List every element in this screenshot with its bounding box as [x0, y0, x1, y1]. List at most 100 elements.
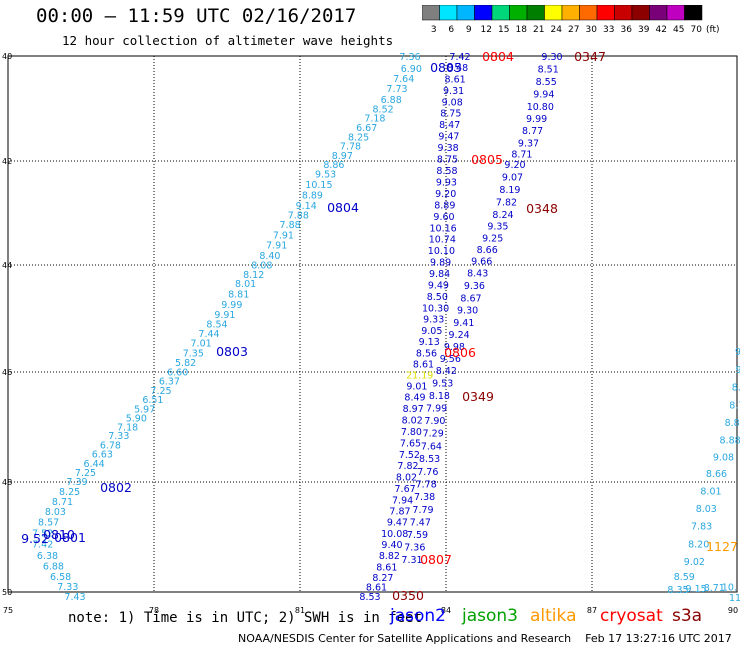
wave-height-value: 9.05	[421, 326, 442, 337]
pass-time-label: 0805	[430, 60, 462, 75]
wave-height-value: 6.60	[167, 368, 188, 379]
wave-height-value: 8.18	[429, 391, 450, 402]
wave-height-value: 9.08	[713, 452, 734, 463]
wave-height-value: 7.25	[150, 386, 171, 397]
wave-height-value: 8.24	[492, 210, 513, 221]
wave-height-value: 9.53	[432, 378, 453, 389]
pass-time-label: 0804	[327, 200, 359, 215]
wave-height-value: 7.78	[340, 142, 361, 153]
wave-height-value: 7.01	[191, 339, 212, 350]
wave-height-value: 8.75	[440, 109, 461, 120]
pass-time-label: 0803	[216, 344, 248, 359]
wave-height-value: 6.67	[356, 123, 377, 134]
wave-height-value: 7.87	[389, 507, 410, 518]
wave-height-value: 9.15	[686, 584, 707, 595]
wave-height-value: 9.20	[435, 189, 456, 200]
wave-height-value: 8.74	[729, 401, 740, 412]
pass-time-label: 0348	[526, 201, 558, 216]
wave-height-value: 9.98	[444, 342, 465, 353]
wave-height-value: 6.58	[50, 572, 71, 583]
wave-height-value: 7.25	[75, 468, 96, 479]
wave-height-value: 11.56	[729, 593, 740, 604]
wave-height-value: 9.33	[423, 315, 444, 326]
wave-height-value: 7.78	[416, 480, 437, 491]
map-frame	[7, 55, 738, 593]
colorbar-label: 30	[586, 25, 598, 35]
colorbar-label: 24	[551, 25, 563, 35]
wave-height-value: 8.20	[688, 539, 709, 550]
wave-height-value: 8.43	[467, 269, 488, 280]
wave-height-value: 8.58	[436, 166, 457, 177]
wave-height-value: 10.10	[428, 246, 455, 257]
pass-time-label: 9.52	[21, 531, 49, 546]
wave-height-value: 9.84	[429, 269, 450, 280]
wave-height-value: 8.89	[725, 418, 740, 429]
wave-height-value: 9.99	[526, 114, 547, 125]
legend-jason2: jason2	[390, 606, 446, 626]
wave-height-value: 8.61	[413, 359, 434, 370]
wave-height-value: 7.67	[395, 484, 416, 495]
pass-time-label: 1127	[706, 539, 738, 554]
wave-height-value: 9.53	[315, 169, 336, 180]
colorbar-label: 9	[466, 25, 472, 35]
lat-tick-label: 42	[2, 157, 12, 166]
wave-height-value: 9.38	[438, 143, 459, 154]
wave-height-value: 7.64	[393, 74, 414, 85]
wave-height-value: 7.94	[392, 495, 413, 506]
wave-height-value: 7.36	[404, 543, 425, 554]
pass-time-label: 0349	[462, 389, 494, 404]
wave-height-value: 8.89	[434, 200, 455, 211]
wave-height-value: 8.81	[228, 290, 249, 301]
wave-height-value: 8.19	[499, 185, 520, 196]
wave-height-value: 8.88	[720, 435, 740, 446]
wave-height-value: 9.35	[487, 222, 508, 233]
lat-tick-label: 48	[2, 478, 12, 487]
wave-height-value: 7.52	[399, 450, 420, 461]
wave-height-value: 8.89	[302, 190, 323, 201]
wave-height-value: 8.8	[732, 383, 740, 394]
wave-height-value: 9.25	[482, 233, 503, 244]
wave-height-value: 8.51	[538, 64, 559, 75]
wave-height-value: 7.33	[108, 431, 129, 442]
wave-height-value: 6.63	[92, 450, 113, 461]
lat-tick-label: 50	[2, 588, 12, 597]
wave-height-value: 8.12	[243, 270, 264, 281]
pass-time-label: 0801	[54, 530, 86, 545]
legend-jason3: jason3	[462, 606, 518, 626]
wave-height-value: 9.56	[440, 354, 461, 365]
wave-height-value: 7.18	[364, 114, 385, 125]
wave-height-value: 7.83	[691, 521, 712, 532]
wave-height-value: 10.30	[422, 303, 449, 314]
wave-height-value: 5.90	[126, 414, 147, 425]
wave-height-value: 6.37	[159, 377, 180, 388]
wave-height-value: 10.74	[429, 235, 456, 246]
colorbar-label: 12	[481, 25, 492, 35]
colorbar-unit: (ft)	[706, 25, 720, 35]
wave-height-value: 8.01	[235, 279, 256, 290]
wave-height-value: 9.37	[518, 138, 539, 149]
wave-height-value: 8.08	[251, 261, 272, 272]
legend-cryosat: cryosat	[600, 606, 663, 626]
wave-height-value: 8.77	[522, 126, 543, 137]
colorbar-label: 42	[656, 25, 667, 35]
wave-height-value: 7.44	[198, 329, 219, 340]
wave-height-value: 6.44	[84, 459, 105, 470]
wave-height-value: 8.97	[403, 404, 424, 415]
wave-height-value: 7.80	[401, 427, 422, 438]
colorbar-label: 15	[498, 25, 509, 35]
wave-height-value: 8.71	[511, 149, 532, 160]
wave-height-value: 7.18	[117, 422, 138, 433]
wave-height-value: 8.42	[436, 366, 457, 377]
wave-height-value: 9.20	[504, 160, 525, 171]
wave-height-value: 8.01	[700, 486, 721, 497]
wave-height-value: 7.76	[417, 467, 438, 478]
wave-height-value: 8.75	[437, 155, 458, 166]
wave-height-value: 9.36	[464, 281, 485, 292]
wave-height-value: 7.35	[183, 348, 204, 359]
wave-height-value: 6.38	[37, 551, 58, 562]
wave-height-value: 9.30	[541, 52, 562, 63]
lon-tick-label: 90	[728, 606, 738, 615]
wave-height-value: 8.02	[402, 416, 423, 427]
wave-height-value: 9.7	[736, 365, 740, 376]
